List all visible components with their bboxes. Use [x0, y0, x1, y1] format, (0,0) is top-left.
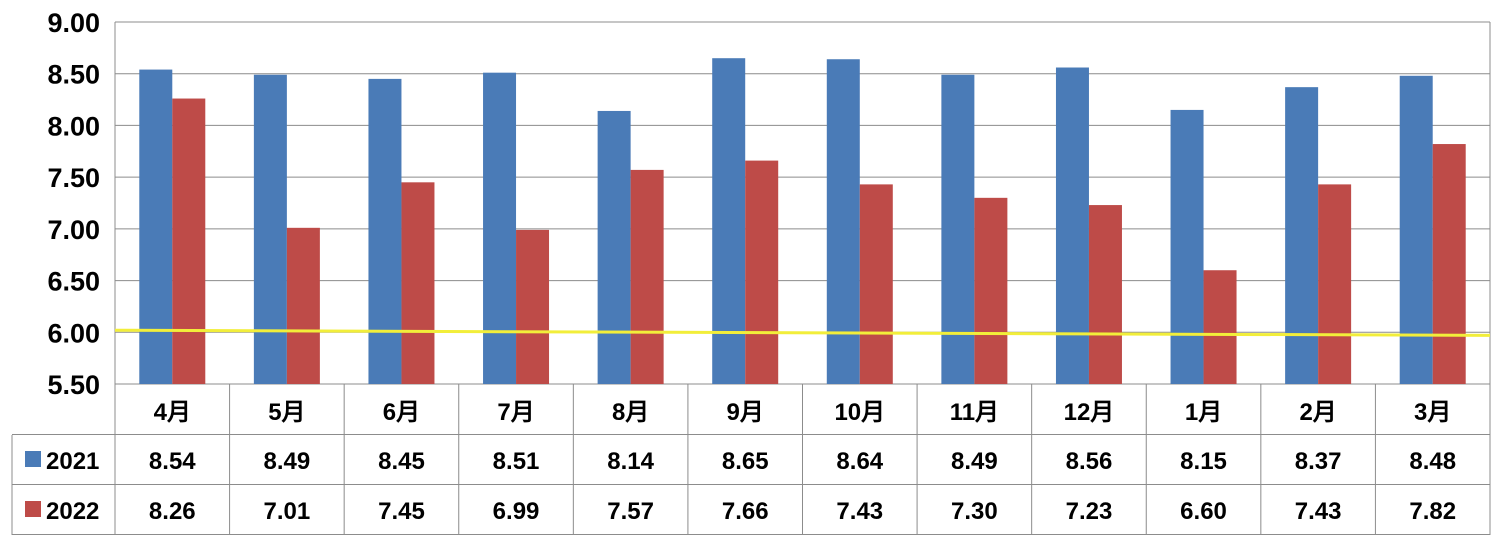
data-label: 8.65	[722, 448, 769, 475]
bar-2021-8月	[597, 110, 631, 384]
bar-2021-7月	[483, 72, 517, 385]
y-tick-label: 5.50	[47, 370, 100, 400]
data-label: 8.14	[607, 448, 654, 475]
category-label: 8月	[612, 399, 649, 426]
bar-2021-2月	[1285, 87, 1319, 384]
data-label: 8.26	[149, 498, 196, 525]
data-label: 7.30	[951, 498, 998, 525]
bar-2021-10月	[826, 59, 860, 385]
data-label: 8.54	[149, 448, 196, 475]
category-label: 2月	[1299, 399, 1336, 426]
data-label: 7.01	[264, 498, 311, 525]
bar-2022-7月	[516, 229, 550, 384]
y-tick-label: 8.50	[47, 60, 100, 90]
y-tick-label: 7.50	[47, 163, 100, 193]
y-tick-label: 9.00	[47, 8, 100, 38]
category-label: 12月	[1064, 399, 1115, 426]
category-label: 5月	[268, 399, 305, 426]
category-label: 1月	[1185, 399, 1222, 426]
legend-key-2022	[25, 501, 41, 517]
data-label: 8.48	[1409, 448, 1456, 475]
category-label: 7月	[497, 399, 534, 426]
legend-key-2021	[25, 451, 41, 467]
data-label: 8.49	[264, 448, 311, 475]
category-label: 3月	[1414, 399, 1451, 426]
bar-2022-1月	[1203, 270, 1237, 384]
data-label: 7.45	[378, 498, 425, 525]
category-label: 10月	[834, 399, 885, 426]
y-tick-label: 6.50	[47, 267, 100, 297]
reference-line	[114, 328, 1491, 337]
bar-2022-3月	[1432, 144, 1466, 384]
category-label: 4月	[154, 399, 191, 426]
data-label: 8.15	[1180, 448, 1227, 475]
bar-2021-5月	[253, 74, 287, 385]
data-label: 8.49	[951, 448, 998, 475]
data-label: 7.23	[1066, 498, 1113, 525]
data-label: 7.43	[1295, 498, 1342, 525]
bar-2022-5月	[286, 227, 320, 384]
bar-2021-3月	[1399, 75, 1433, 384]
data-label: 6.99	[493, 498, 540, 525]
category-label: 6月	[383, 399, 420, 426]
bar-2022-6月	[401, 182, 435, 384]
bar-2022-12月	[1088, 205, 1122, 384]
data-label: 8.37	[1295, 448, 1342, 475]
data-label: 6.60	[1180, 498, 1227, 525]
legend-label: 2021	[46, 448, 99, 475]
bar-2022-10月	[859, 184, 893, 384]
data-label: 7.57	[607, 498, 654, 525]
bar-2021-6月	[368, 78, 402, 384]
data-label: 8.51	[493, 448, 540, 475]
y-tick-label: 8.00	[47, 111, 100, 141]
bar-2021-1月	[1170, 109, 1204, 385]
y-tick-label: 7.00	[47, 215, 100, 245]
bar-2021-12月	[1055, 67, 1089, 384]
data-label: 8.45	[378, 448, 425, 475]
bar-2022-11月	[974, 197, 1008, 384]
y-tick-label: 6.00	[47, 318, 100, 348]
bar-2022-2月	[1318, 184, 1352, 384]
bar-2021-11月	[941, 74, 975, 385]
bar-2022-9月	[745, 160, 779, 384]
data-label: 8.64	[836, 448, 883, 475]
data-label: 7.82	[1409, 498, 1456, 525]
bar-2021-9月	[712, 58, 746, 384]
category-label: 9月	[727, 399, 764, 426]
data-label: 8.56	[1066, 448, 1113, 475]
category-label: 11月	[950, 399, 999, 426]
bar-2022-8月	[630, 169, 664, 384]
bar-2022-4月	[172, 98, 206, 384]
bar-2021-4月	[139, 69, 173, 384]
legend-label: 2022	[46, 498, 99, 525]
data-label: 7.43	[836, 498, 883, 525]
data-label: 7.66	[722, 498, 769, 525]
